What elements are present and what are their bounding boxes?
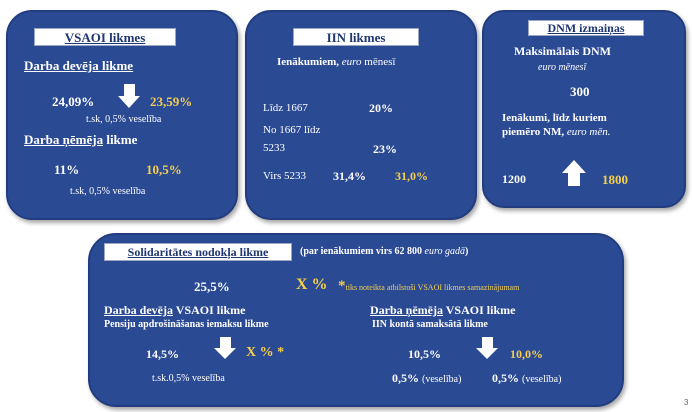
solidarity-employee-new-rate: 10,0%: [510, 347, 543, 361]
iin-row1-label: Līdz 1667: [263, 102, 308, 114]
solidarity-employer-label-suffix: VSAOI likme: [173, 303, 246, 317]
vsaoi-title: VSAOI likmes: [34, 28, 176, 46]
vsaoi-employee-new-rate: 10,5%: [146, 162, 182, 177]
iin-row2-label-line2: 5233: [263, 142, 285, 154]
vsaoi-employer-new-rate: 23,59%: [150, 94, 193, 109]
solidarity-new-rate: X %: [296, 276, 328, 293]
solidarity-employer-sub: Pensiju apdrošināšanas iemaksu likme: [104, 319, 269, 330]
solidarity-employer-label-main: Darba devēja: [104, 303, 173, 317]
vsaoi-employee-label: Darba ņēmēja likme: [24, 132, 137, 148]
solidarity-employee-label-suffix: VSAOI likme: [442, 303, 516, 317]
vsaoi-employee-old-rate: 11%: [54, 162, 80, 177]
solidarity-card: Solidaritātes nodokļa likme (par ienākum…: [88, 233, 624, 407]
solidarity-employer-new-rate: X % *: [246, 345, 285, 360]
vsaoi-employer-old-rate: 24,09%: [52, 94, 95, 109]
iin-row3-old-rate: 31,4%: [333, 169, 366, 183]
solidarity-title: Solidaritātes nodokļa likme: [104, 243, 292, 261]
vsaoi-employee-label-main: Darba ņēmēja: [24, 132, 104, 147]
iin-subtitle-unit: euro: [341, 56, 362, 68]
iin-row3-label: Virs 5233: [263, 170, 307, 182]
iin-subtitle-main: Ienākumiem,: [277, 56, 342, 68]
dnm-income-label-line2: piemēro NM, euro mēn.: [502, 126, 610, 138]
dnm-income-old: 1200: [502, 172, 526, 186]
dnm-max-value: 300: [570, 84, 590, 99]
solidarity-employee-label-main: Darba ņēmēja: [370, 303, 443, 317]
increase-arrow-icon: [562, 160, 586, 186]
solidarity-employer-label: Darba devēja VSAOI likme: [104, 303, 245, 318]
solidarity-subtitle-end: ): [465, 246, 469, 257]
note-asterisk: *: [338, 278, 346, 294]
solidarity-subtitle: (par ienākumiem virs 62 800 euro gadā): [300, 246, 468, 257]
dnm-income-label-line1: Ienākumi, līdz kuriem: [502, 112, 607, 124]
health-b-value: 0,5%: [492, 371, 519, 385]
decrease-arrow-icon: [118, 84, 140, 108]
solidarity-employee-old-rate: 10,5%: [408, 347, 441, 361]
solidarity-old-rate: 25,5%: [194, 279, 230, 294]
dnm-income-label-main: piemēro NM,: [502, 126, 567, 138]
decrease-arrow-icon: [476, 337, 498, 359]
iin-card: IIN likmes Ienākumiem, euro mēnesī Līdz …: [245, 10, 477, 220]
page-number: 3: [684, 398, 689, 407]
solidarity-employer-old-rate: 14,5%: [146, 347, 179, 361]
dnm-max-unit: euro mēnesī: [538, 62, 587, 73]
dnm-title: DNM izmaiņas: [528, 20, 644, 36]
vsaoi-employee-label-suffix: likme: [103, 132, 138, 147]
iin-row1-value: 20%: [369, 101, 393, 115]
solidarity-subtitle-unit: euro gadā: [424, 246, 466, 257]
dnm-max-label: Maksimālais DNM: [514, 44, 611, 58]
solidarity-health-a: 0,5% (veselība): [392, 371, 461, 386]
health-a-label: (veselība): [422, 374, 462, 385]
dnm-income-label-unit: euro mēn.: [566, 126, 611, 138]
iin-row2-value: 23%: [373, 142, 397, 156]
iin-subtitle-rest: mēnesī: [361, 56, 396, 68]
solidarity-employer-note: t.sk.0,5% veselība: [152, 373, 225, 384]
iin-subtitle: Ienākumiem, euro mēnesī: [277, 56, 395, 68]
decrease-arrow-icon: [214, 337, 236, 359]
iin-row2-label-line1: No 1667 līdz: [263, 124, 321, 136]
dnm-income-new: 1800: [602, 172, 628, 187]
vsaoi-employee-note: t.sk, 0,5% veselība: [70, 186, 146, 197]
iin-row3-new-rate: 31,0%: [395, 169, 428, 183]
solidarity-employee-label: Darba ņēmēja VSAOI likme: [370, 303, 515, 318]
solidarity-rate-note-text: tiks noteikta atbilstoši VSAOI likmes sa…: [345, 283, 520, 292]
vsaoi-employer-note: t.sk, 0,5% veselība: [86, 114, 162, 125]
solidarity-rate-note: *tiks noteikta atbilstoši VSAOI likmes s…: [338, 278, 519, 295]
health-a-value: 0,5%: [392, 371, 419, 385]
solidarity-health-b: 0,5% (veselība): [492, 371, 561, 386]
iin-title: IIN likmes: [293, 28, 419, 46]
dnm-card: DNM izmaiņas Maksimālais DNM euro mēnesī…: [482, 10, 686, 208]
health-b-label: (veselība): [522, 374, 562, 385]
solidarity-subtitle-main: (par ienākumiem virs 62 800: [300, 246, 425, 257]
vsaoi-card: VSAOI likmes Darba devēja likme 24,09% 2…: [6, 10, 238, 220]
solidarity-employee-sub: IIN kontā samaksātā likme: [372, 319, 488, 330]
vsaoi-employer-label: Darba devēja likme: [24, 58, 134, 73]
